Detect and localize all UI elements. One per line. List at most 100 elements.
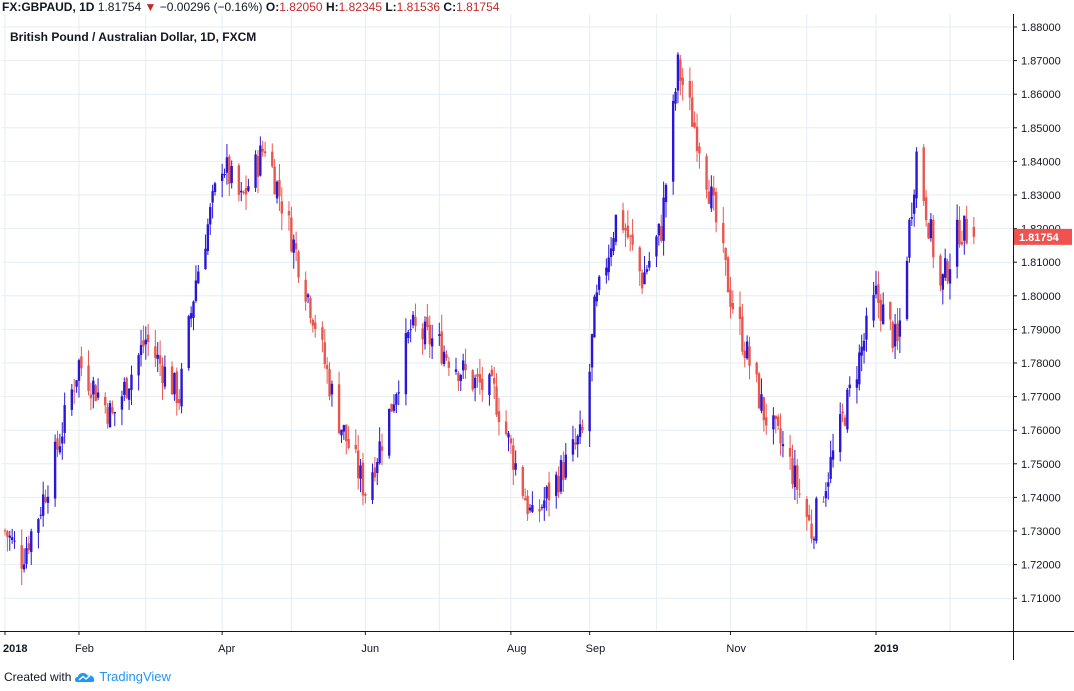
- candle-down: [447, 356, 451, 377]
- candle-up: [860, 334, 863, 372]
- candle-down: [280, 187, 284, 231]
- candle-body: [187, 316, 190, 369]
- candle-body: [392, 404, 396, 411]
- candle-down: [321, 321, 324, 353]
- candle-body: [373, 467, 377, 478]
- candle-down: [640, 269, 644, 294]
- candle-up: [70, 383, 74, 416]
- y-tick-label: 1.83000: [1021, 190, 1061, 202]
- tradingview-brand[interactable]: TradingView: [99, 669, 171, 684]
- chart-area[interactable]: 1.71000 1.72000 1.73000 1.74000 1.75000 1.760…: [0, 14, 1074, 660]
- candle-down: [146, 323, 150, 356]
- candle-body: [612, 238, 615, 251]
- candle-body: [163, 366, 167, 387]
- candle-up: [139, 329, 143, 367]
- candle-up: [571, 425, 575, 462]
- x-tick-label: Nov: [726, 643, 746, 655]
- candle-up: [61, 422, 64, 460]
- candle-up: [793, 449, 797, 500]
- candle-up: [409, 319, 412, 343]
- tradingview-cloud-icon: [75, 672, 95, 682]
- candle-body: [514, 463, 517, 470]
- candle-body: [509, 438, 513, 444]
- candle-up: [192, 300, 195, 331]
- created-with-text: Created with: [4, 669, 72, 684]
- candle-body: [643, 272, 646, 285]
- candle-body: [908, 219, 911, 258]
- price-change: −0.00296 (−0.16%): [159, 0, 263, 14]
- candle-body: [624, 227, 627, 231]
- candle-body: [139, 345, 143, 356]
- candle-down: [743, 341, 746, 368]
- candle-body: [879, 299, 882, 321]
- candle-up: [676, 52, 680, 104]
- candle-down: [256, 150, 260, 194]
- x-tick-label: Sep: [586, 643, 606, 655]
- candle-up: [423, 316, 427, 350]
- candle-up: [848, 376, 851, 397]
- candle-down: [325, 357, 329, 384]
- candle-body: [397, 392, 400, 394]
- candle-body: [774, 415, 777, 420]
- candle-up: [881, 292, 885, 325]
- candle-body: [56, 438, 59, 450]
- candle-body: [94, 385, 97, 402]
- candle-down: [726, 255, 730, 293]
- candle-down: [621, 202, 625, 234]
- candle-body: [846, 389, 849, 430]
- candle-body: [314, 322, 317, 329]
- candle-up: [862, 332, 866, 364]
- candle-up: [120, 390, 124, 426]
- candlestick-chart[interactable]: 1.71000 1.72000 1.73000 1.74000 1.75000 1.760…: [0, 14, 1074, 660]
- candle-body: [631, 234, 634, 245]
- candle-body: [848, 384, 851, 389]
- candle-up: [387, 408, 391, 459]
- candle-body: [607, 257, 610, 273]
- candle-body: [230, 166, 233, 183]
- candle-down: [323, 329, 326, 369]
- candle-up: [392, 394, 396, 413]
- candle-down: [478, 358, 482, 395]
- candle-body: [929, 219, 933, 239]
- candle-up: [123, 377, 126, 401]
- candle-body: [965, 218, 968, 244]
- candle-down: [581, 419, 584, 434]
- candle-body: [41, 494, 45, 516]
- candle-body: [123, 381, 126, 395]
- candle-body: [714, 191, 718, 223]
- candle-body: [58, 446, 62, 453]
- candle-down: [242, 190, 245, 195]
- candle-body: [44, 497, 47, 502]
- candle-down: [73, 378, 76, 404]
- candle-down: [960, 230, 964, 247]
- candle-body: [865, 315, 868, 340]
- candle-body: [662, 197, 665, 241]
- candle-up: [607, 244, 610, 281]
- candle-body: [877, 284, 880, 303]
- close-label: C:: [443, 0, 457, 14]
- candle-body: [638, 247, 641, 272]
- candle-down: [624, 223, 627, 248]
- candle-up: [39, 506, 42, 520]
- candle-up: [710, 175, 713, 212]
- candle-body: [290, 217, 293, 252]
- candle-body: [927, 223, 930, 239]
- candle-body: [946, 261, 949, 282]
- candle-body: [776, 416, 780, 426]
- candle-down: [364, 492, 367, 504]
- y-tick-label: 1.78000: [1021, 358, 1061, 370]
- y-tick-label: 1.85000: [1021, 123, 1061, 135]
- candle-up: [648, 252, 651, 271]
- candle-body: [194, 280, 198, 301]
- candle-up: [137, 353, 140, 391]
- candle-up: [30, 528, 33, 565]
- candle-down: [440, 314, 443, 366]
- candle-body: [364, 494, 367, 496]
- candle-body: [538, 508, 541, 512]
- candle-down: [464, 348, 467, 379]
- candle-up: [395, 392, 398, 414]
- candle-body: [20, 545, 23, 569]
- candle-up: [442, 345, 446, 367]
- candle-body: [175, 371, 179, 404]
- chart-title: British Pound / Australian Dollar, 1D, F…: [10, 30, 257, 44]
